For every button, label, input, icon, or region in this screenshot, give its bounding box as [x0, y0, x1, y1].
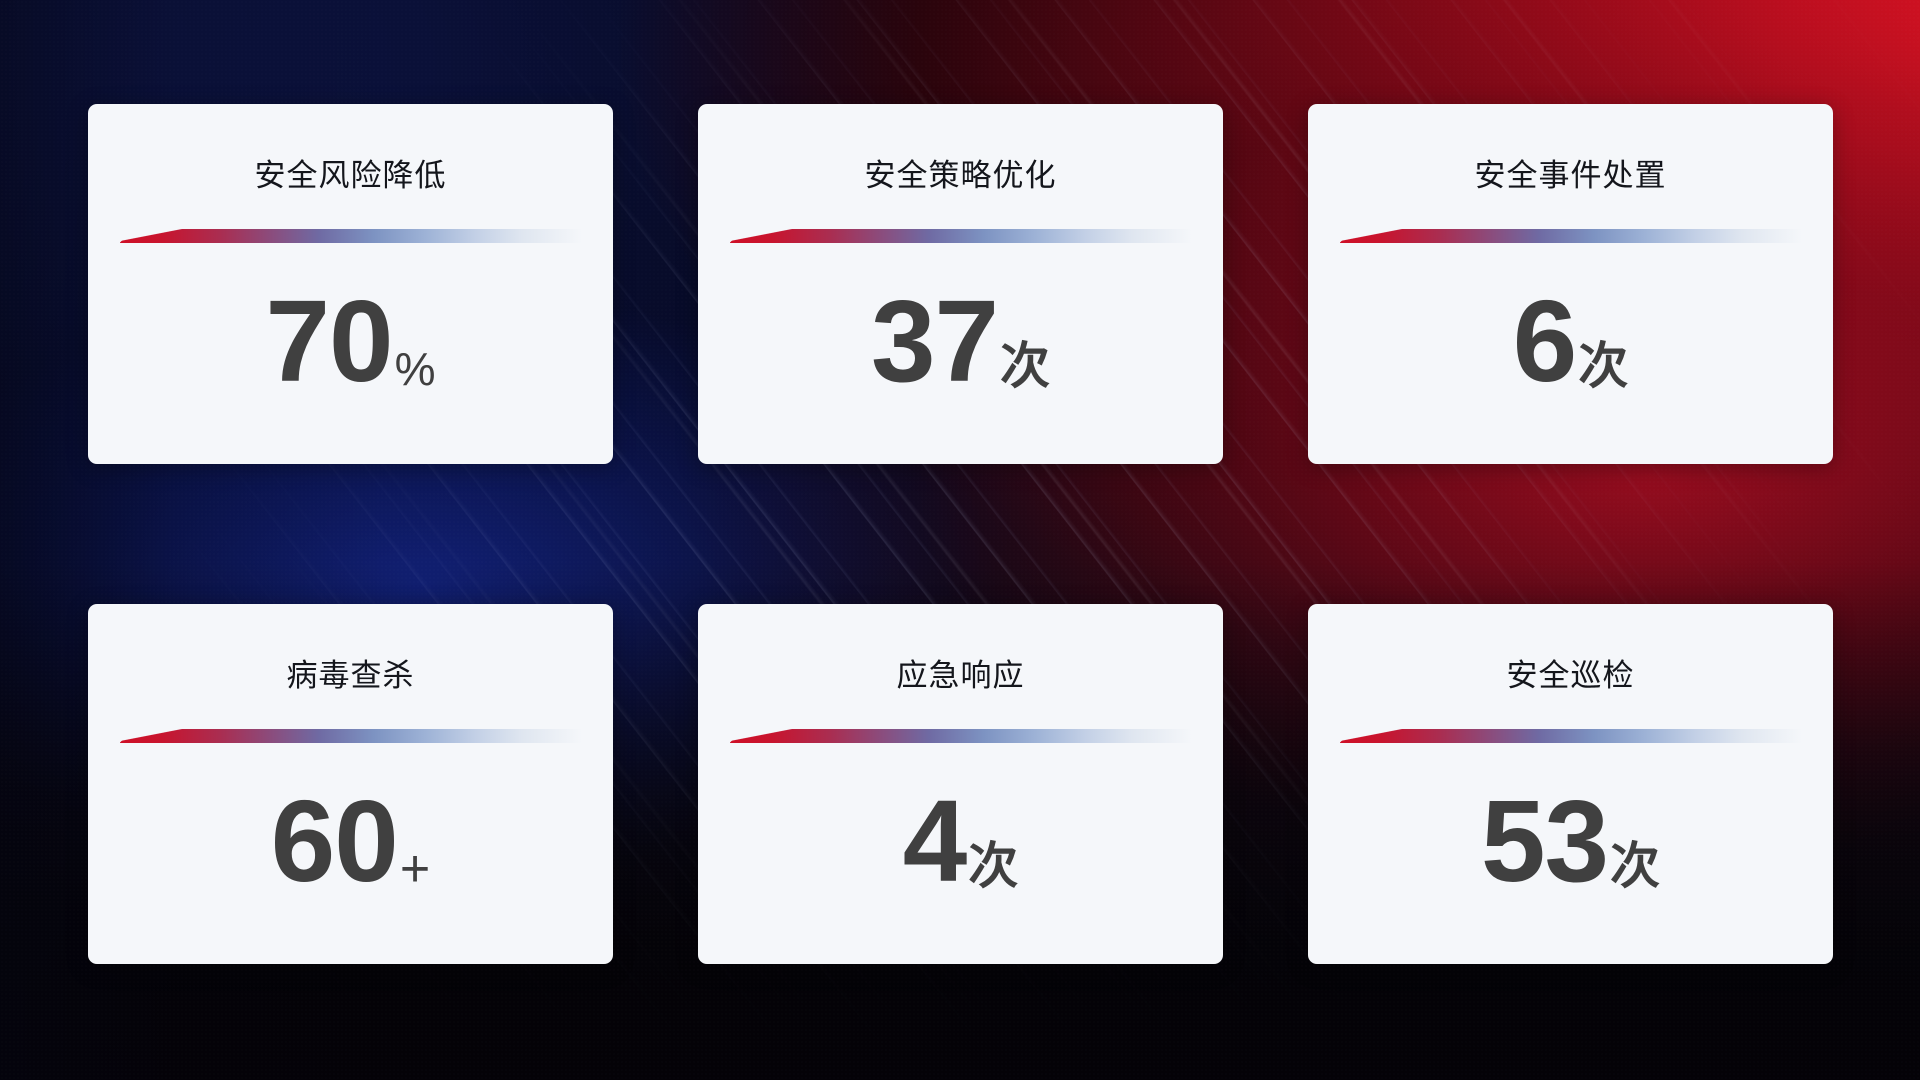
- gradient-divider-bar: [1339, 729, 1802, 743]
- metric-title: 安全事件处置: [1474, 158, 1667, 193]
- metric-value: 6: [1512, 275, 1578, 406]
- metric-value-row: 4 次: [902, 775, 1019, 906]
- metric-unit: %: [394, 343, 436, 396]
- metric-value-row: 53 次: [1480, 775, 1661, 906]
- metric-unit: 次: [1000, 337, 1051, 394]
- gradient-divider: [119, 729, 582, 743]
- metric-value-row: 70 %: [265, 275, 436, 406]
- metric-value: 37: [870, 275, 999, 406]
- metric-value-row: 6 次: [1512, 275, 1629, 406]
- metric-unit: +: [399, 839, 431, 898]
- gradient-divider: [729, 729, 1192, 743]
- gradient-divider-bar: [729, 229, 1192, 243]
- metric-value: 60: [270, 775, 399, 906]
- metric-card[interactable]: 安全巡检 53 次: [1308, 604, 1833, 964]
- gradient-divider-bar: [119, 729, 582, 743]
- metric-title: 安全策略优化: [864, 158, 1057, 193]
- metric-value: 53: [1480, 775, 1609, 906]
- metric-card-grid: 安全风险降低 70 % 安全策略优化 37 次 安全事件处置: [88, 104, 1833, 976]
- metric-card[interactable]: 应急响应 4 次: [698, 604, 1223, 964]
- metric-card[interactable]: 病毒查杀 60 +: [88, 604, 613, 964]
- metric-title: 应急响应: [896, 658, 1025, 693]
- gradient-divider: [119, 229, 582, 243]
- gradient-divider: [1339, 729, 1802, 743]
- metric-title: 病毒查杀: [286, 658, 415, 693]
- metric-card[interactable]: 安全风险降低 70 %: [88, 104, 613, 464]
- gradient-divider-bar: [119, 229, 582, 243]
- metric-unit: 次: [1610, 837, 1661, 894]
- metric-card[interactable]: 安全策略优化 37 次: [698, 104, 1223, 464]
- metric-value: 70: [265, 275, 394, 406]
- metric-value-row: 37 次: [870, 275, 1051, 406]
- gradient-divider-bar: [1339, 229, 1802, 243]
- metric-card[interactable]: 安全事件处置 6 次: [1308, 104, 1833, 464]
- metric-title: 安全巡检: [1506, 658, 1635, 693]
- gradient-divider: [1339, 229, 1802, 243]
- metric-title: 安全风险降低: [254, 158, 447, 193]
- metric-value-row: 60 +: [270, 775, 431, 906]
- metric-value: 4: [902, 775, 968, 906]
- metric-unit: 次: [1578, 337, 1629, 394]
- metric-unit: 次: [968, 837, 1019, 894]
- gradient-divider: [729, 229, 1192, 243]
- gradient-divider-bar: [729, 729, 1192, 743]
